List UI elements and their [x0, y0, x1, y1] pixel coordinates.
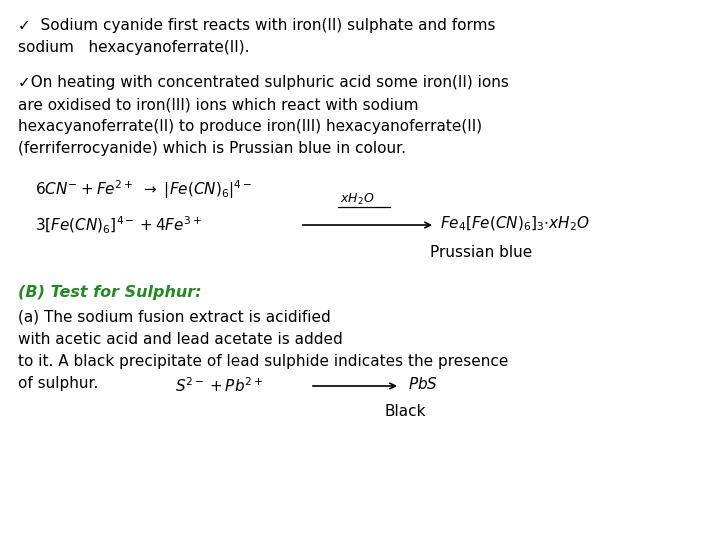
Text: $3[Fe(CN)_{6}]^{4-} + 4Fe^{3+}$: $3[Fe(CN)_{6}]^{4-} + 4Fe^{3+}$: [35, 215, 202, 236]
Text: of sulphur.: of sulphur.: [18, 376, 99, 391]
Text: with acetic acid and lead acetate is added: with acetic acid and lead acetate is add…: [18, 332, 343, 347]
Text: Black: Black: [385, 404, 426, 419]
Text: $S^{2-} + Pb^{2+}$: $S^{2-} + Pb^{2+}$: [175, 376, 264, 395]
Text: $xH_{2}O$: $xH_{2}O$: [340, 192, 374, 207]
Text: (B) Test for Sulphur:: (B) Test for Sulphur:: [18, 285, 202, 300]
Text: to it. A black precipitate of lead sulphide indicates the presence: to it. A black precipitate of lead sulph…: [18, 354, 508, 369]
Text: $PbS$: $PbS$: [408, 376, 438, 392]
Text: are oxidised to iron(III) ions which react with sodium: are oxidised to iron(III) ions which rea…: [18, 97, 418, 112]
Text: (a) The sodium fusion extract is acidified: (a) The sodium fusion extract is acidifi…: [18, 310, 330, 325]
Text: hexacyanoferrate(II) to produce iron(III) hexacyanoferrate(II): hexacyanoferrate(II) to produce iron(III…: [18, 119, 482, 134]
Text: $6CN^{-} + Fe^{2+}\ \rightarrow\ |Fe(CN)_{6}|^{4-}$: $6CN^{-} + Fe^{2+}\ \rightarrow\ |Fe(CN)…: [35, 178, 253, 201]
Text: sodium   hexacyanoferrate(II).: sodium hexacyanoferrate(II).: [18, 40, 250, 55]
Text: Prussian blue: Prussian blue: [430, 245, 532, 260]
Text: (ferriferrocyanide) which is Prussian blue in colour.: (ferriferrocyanide) which is Prussian bl…: [18, 141, 406, 156]
Text: ✓  Sodium cyanide first reacts with iron(II) sulphate and forms: ✓ Sodium cyanide first reacts with iron(…: [18, 18, 495, 33]
Text: ✓On heating with concentrated sulphuric acid some iron(II) ions: ✓On heating with concentrated sulphuric …: [18, 75, 509, 90]
Text: $Fe_{4}[Fe(CN)_{6}]_{3}{\cdot}xH_{2}O$: $Fe_{4}[Fe(CN)_{6}]_{3}{\cdot}xH_{2}O$: [440, 215, 590, 233]
